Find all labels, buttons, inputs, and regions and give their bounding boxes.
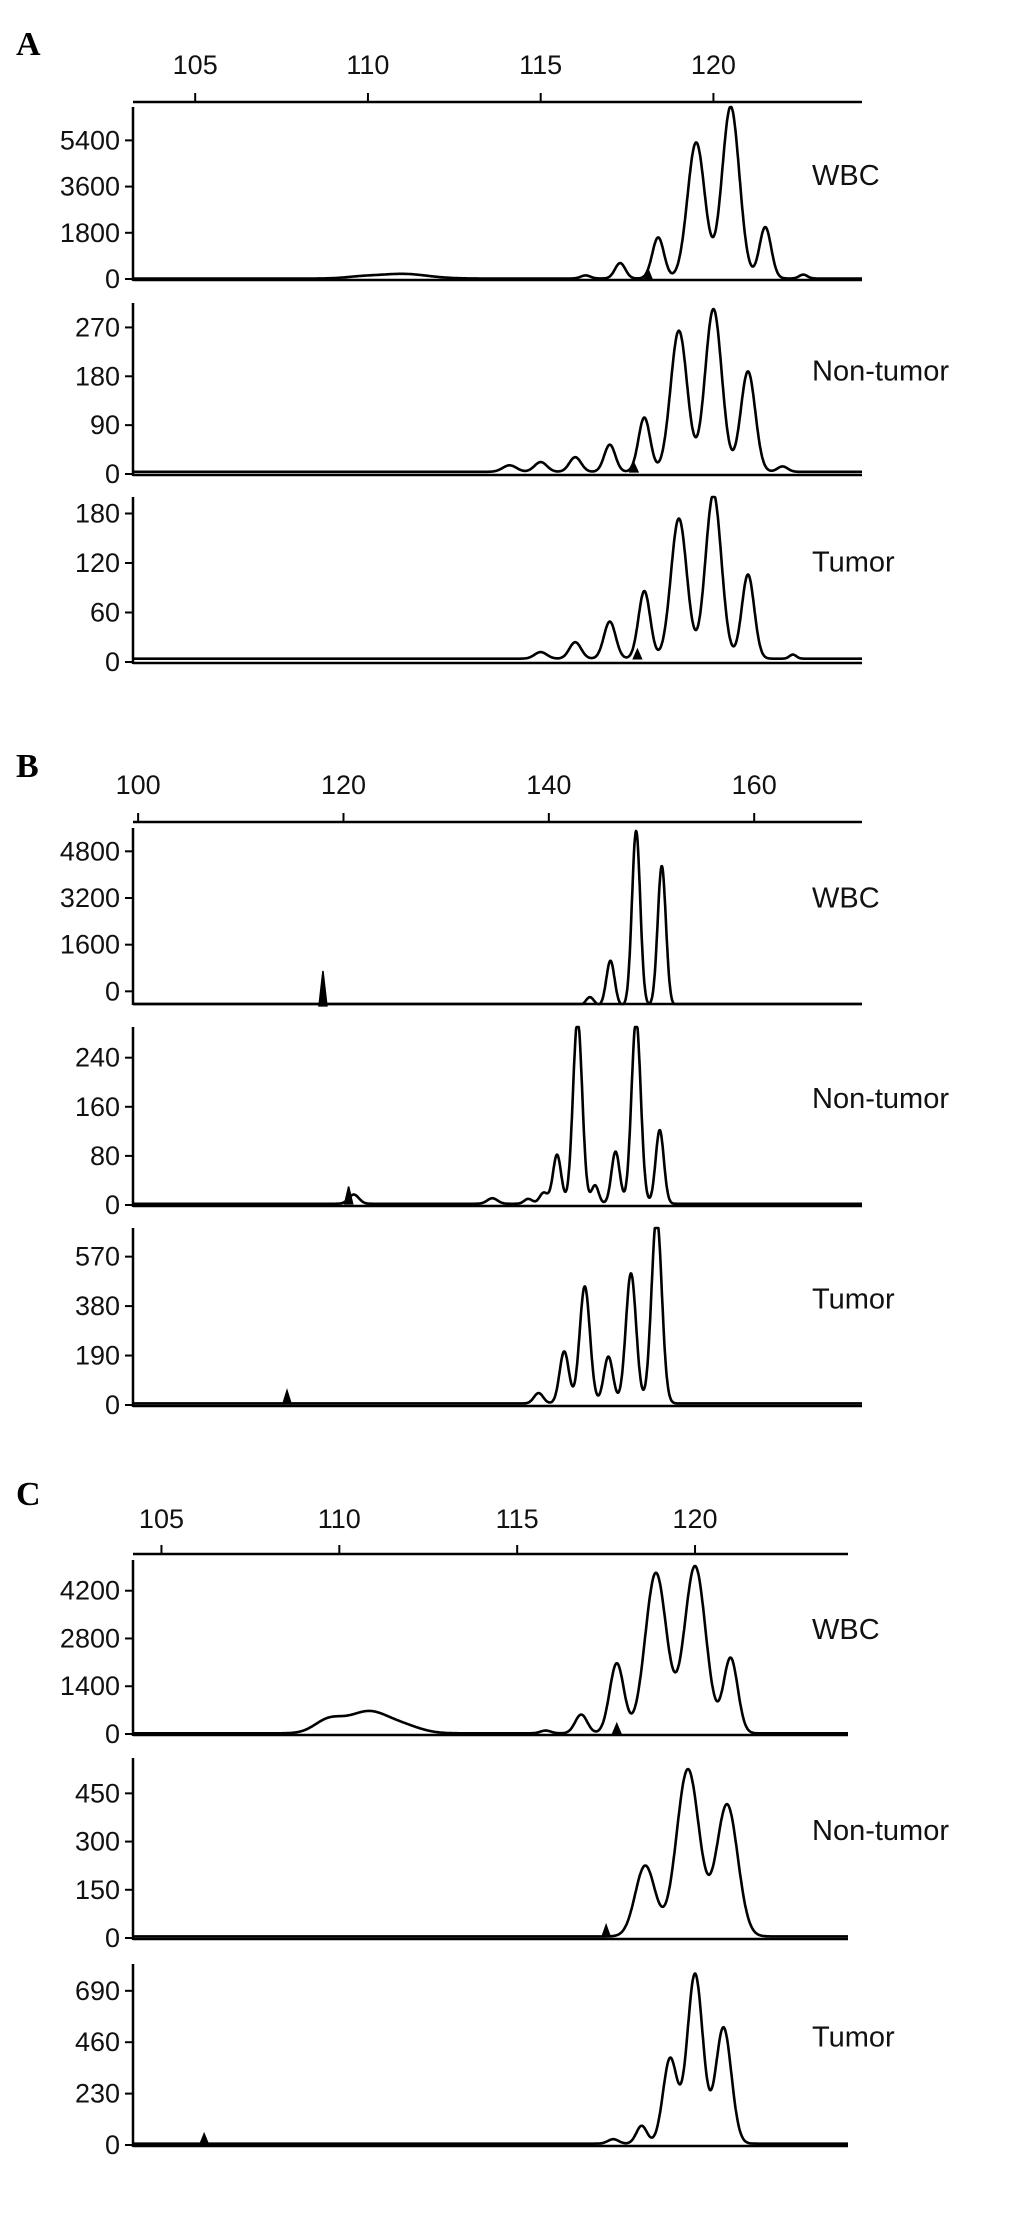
subplot-tumor: 0 60 120 180 Tumor (75, 495, 895, 677)
panel-c: C 105 110 115 120 0 1400 2800 4200 WBC 0 150 300 4… (16, 1476, 949, 2160)
x-tick-label: 105 (173, 50, 218, 80)
y-tick-label: 0 (105, 1923, 120, 1953)
subplot-non-tumor: 0 90 180 270 Non-tumor (75, 303, 949, 489)
trace-line (132, 1767, 849, 1938)
x-tick-label: 160 (732, 770, 777, 800)
subplot-wbc: 0 1800 3600 5400 WBC (60, 105, 880, 294)
trace-line (132, 1226, 863, 1405)
x-tick-label: 105 (139, 1504, 184, 1534)
y-tick-label: 1400 (60, 1671, 120, 1701)
y-tick-label: 1600 (60, 930, 120, 960)
spike-mark (611, 1721, 622, 1735)
trace-label: Tumor (812, 547, 895, 579)
x-axis: 100 120 140 160 (116, 770, 777, 822)
trace-line (132, 495, 863, 660)
spike-mark (632, 647, 643, 660)
y-tick-label: 160 (75, 1092, 120, 1122)
spike-mark (343, 1186, 354, 1205)
x-tick-label: 110 (346, 50, 389, 80)
y-tick-label: 120 (75, 548, 120, 578)
trace-label: Non-tumor (812, 1815, 949, 1847)
y-tick-label: 90 (90, 410, 120, 440)
trace-label: Non-tumor (812, 356, 949, 388)
spike-mark (628, 461, 640, 473)
y-tick-label: 460 (75, 2027, 120, 2057)
subplot-tumor: 0 230 460 690 Tumor (75, 1964, 895, 2160)
y-tick-label: 2800 (60, 1623, 120, 1653)
y-tick-label: 570 (75, 1242, 120, 1272)
y-tick-label: 380 (75, 1291, 120, 1321)
trace-line (132, 1025, 863, 1206)
y-tick-label: 60 (90, 598, 120, 628)
spike-mark (281, 1388, 293, 1405)
trace-label: Non-tumor (812, 1083, 949, 1115)
y-tick-label: 80 (90, 1141, 120, 1171)
y-tick-label: 0 (105, 1390, 120, 1420)
trace-label: WBC (812, 160, 880, 192)
y-tick-label: 3600 (60, 172, 120, 202)
y-tick-label: 0 (105, 264, 120, 294)
trace-label: Tumor (812, 1284, 895, 1316)
trace-line (132, 307, 863, 474)
x-tick-label: 100 (116, 770, 161, 800)
y-tick-label: 0 (105, 459, 120, 489)
panel-label-b: B (16, 748, 39, 785)
x-axis: 105 110 115 120 (173, 50, 736, 102)
y-tick-label: 270 (75, 312, 120, 342)
panel-label-c: C (16, 1476, 41, 1513)
y-tick-label: 190 (75, 1341, 120, 1371)
panel-label-a: A (16, 26, 41, 63)
y-tick-label: 0 (105, 1190, 120, 1220)
y-tick-label: 0 (105, 976, 120, 1006)
subplot-tumor: 0 190 380 570 Tumor (75, 1226, 895, 1420)
y-tick-label: 4200 (60, 1576, 120, 1606)
y-tick-label: 230 (75, 2079, 120, 2109)
subplot-non-tumor: 0 150 300 450 Non-tumor (75, 1758, 949, 1953)
y-tick-label: 1800 (60, 218, 120, 248)
x-tick-label: 120 (321, 770, 366, 800)
y-tick-label: 0 (105, 2130, 120, 2160)
trace-label: WBC (812, 1614, 880, 1646)
subplot-wbc: 0 1600 3200 4800 WBC (60, 828, 880, 1007)
spike-mark (642, 266, 653, 280)
x-axis: 105 110 115 120 (139, 1504, 718, 1554)
y-tick-label: 5400 (60, 125, 120, 155)
trace-line (132, 1564, 849, 1735)
trace-line (132, 829, 863, 1006)
x-tick-label: 140 (526, 770, 571, 800)
x-tick-label: 115 (519, 50, 562, 80)
spike-mark (601, 1922, 612, 1938)
x-tick-label: 120 (673, 1504, 718, 1534)
x-tick-label: 110 (318, 1504, 361, 1534)
y-tick-label: 240 (75, 1043, 120, 1073)
trace-line (132, 1972, 849, 2145)
y-tick-label: 180 (75, 361, 120, 391)
y-tick-label: 690 (75, 1976, 120, 2006)
y-tick-label: 300 (75, 1827, 120, 1857)
y-tick-label: 0 (105, 1719, 120, 1749)
y-tick-label: 180 (75, 499, 120, 529)
trace-line (132, 105, 863, 280)
spike-mark (199, 2131, 210, 2145)
trace-label: Tumor (812, 2022, 895, 2054)
x-tick-label: 115 (496, 1504, 539, 1534)
subplot-non-tumor: 0 80 160 240 Non-tumor (75, 1025, 949, 1220)
subplot-wbc: 0 1400 2800 4200 WBC (60, 1560, 880, 1749)
x-tick-label: 120 (691, 50, 736, 80)
y-tick-label: 450 (75, 1778, 120, 1808)
y-tick-label: 0 (105, 647, 120, 677)
y-tick-label: 4800 (60, 836, 120, 866)
spike-mark (318, 970, 328, 1007)
y-tick-label: 3200 (60, 883, 120, 913)
panel-b: B 100 120 140 160 0 1600 3200 4800 WBC 0 80 160 24… (16, 748, 949, 1420)
y-tick-label: 150 (75, 1875, 120, 1905)
trace-label: WBC (812, 883, 880, 915)
